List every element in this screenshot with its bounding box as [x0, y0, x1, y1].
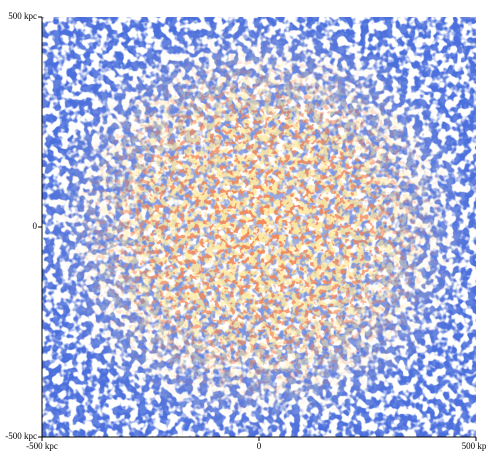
x-tick-label: 0 [257, 441, 262, 451]
chart: -500 kpc 0 500 kpc -500 kpc 0 500 kpc [0, 0, 486, 461]
y-tick-label: 500 kpc [8, 11, 37, 21]
x-tick-label: -500 kpc [26, 441, 58, 451]
x-tick-label: 500 kpc [462, 441, 486, 451]
y-tick-label: -500 kpc [5, 431, 37, 441]
y-tick-label: 0 [33, 221, 38, 231]
density-image [42, 17, 476, 437]
